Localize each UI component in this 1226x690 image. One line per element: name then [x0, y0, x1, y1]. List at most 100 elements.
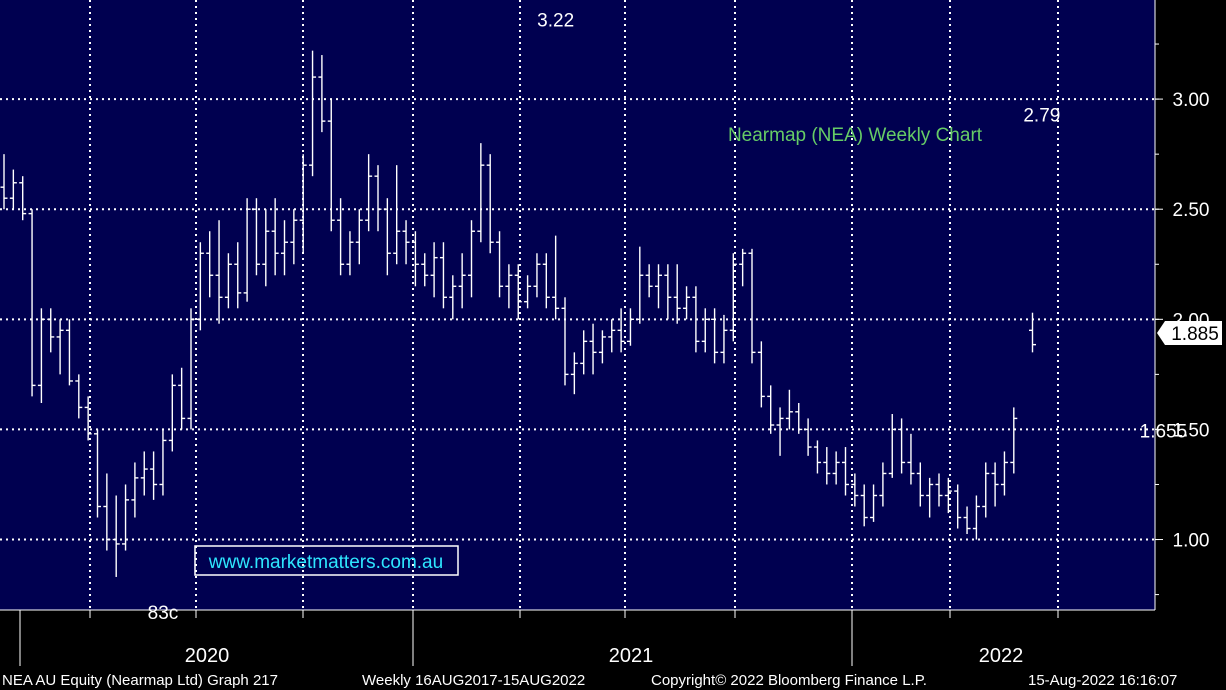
ohlc-bar	[608, 319, 616, 353]
ohlc-bar	[271, 198, 279, 276]
ohlc-bar	[1010, 407, 1018, 474]
ohlc-bar	[47, 308, 55, 353]
ohlc-bar	[411, 231, 419, 287]
ohlc-bar	[626, 308, 634, 346]
ohlc-bar	[505, 264, 513, 309]
ohlc-bar	[439, 242, 447, 309]
ohlc-bar	[262, 209, 270, 287]
ohlc-bar	[907, 433, 915, 485]
ohlc-bar	[234, 242, 242, 309]
ohlc-bar	[318, 55, 326, 133]
price-annotation: 1.655	[1140, 421, 1188, 442]
ohlc-bar	[122, 484, 130, 551]
ohlc-bar	[823, 447, 831, 485]
y-tick-label: 1.00	[1173, 531, 1210, 552]
ohlc-bar	[337, 198, 345, 276]
ohlc-bar	[178, 367, 186, 430]
ohlc-bar	[9, 169, 17, 210]
ohlc-bar	[795, 402, 803, 434]
ohlc-bar	[776, 407, 784, 456]
last-price-tag: 1.885	[1157, 321, 1222, 345]
ohlc-bar	[589, 323, 597, 375]
ohlc-bar	[393, 165, 401, 265]
ohlc-bar	[112, 495, 120, 577]
footer-range: Weekly 16AUG2017-15AUG2022	[362, 672, 586, 689]
ohlc-bar	[748, 248, 756, 364]
ohlc-bar	[813, 440, 821, 474]
ohlc-bar	[496, 231, 504, 298]
ohlc-bar	[898, 418, 906, 474]
ohlc-bar	[533, 253, 541, 298]
ohlc-bar	[355, 209, 363, 265]
chart-title: Nearmap (NEA) Weekly Chart	[728, 125, 983, 146]
y-tick-label: 1.50	[1173, 420, 1210, 441]
ohlc-bar	[804, 418, 812, 456]
ohlc-bar	[729, 253, 737, 342]
ohlc-bar	[252, 198, 260, 276]
ohlc-bar	[991, 462, 999, 507]
ohlc-bar	[168, 374, 176, 452]
ohlc-bar	[281, 220, 288, 276]
ohlc-bar	[28, 209, 36, 397]
ohlc-bar	[926, 477, 934, 518]
ohlc-bar	[215, 220, 223, 324]
ohlc-bar	[879, 462, 887, 507]
ohlc-bar	[103, 473, 111, 551]
ohlc-bar	[365, 154, 373, 232]
x-tick-label: 2022	[979, 645, 1024, 667]
ohlc-bar	[832, 451, 840, 485]
y-axis-ticks: 1.001.502.002.503.00	[1155, 43, 1210, 596]
y-tick-label: 2.50	[1173, 200, 1210, 221]
ohlc-bar	[645, 264, 653, 298]
ohlc-bar	[140, 451, 148, 496]
ohlc-bar	[19, 176, 27, 221]
x-tick-label: 2020	[185, 645, 230, 667]
y-tick-label: 3.00	[1173, 90, 1210, 111]
ohlc-bar	[860, 484, 868, 527]
watermark-box[interactable]: www.marketmatters.com.au	[194, 545, 459, 576]
ohlc-bar	[65, 319, 73, 386]
ohlc-bar	[84, 396, 92, 441]
ohlc-bar	[374, 165, 382, 232]
ohlc-bar	[0, 154, 8, 210]
ohlc-bar	[309, 50, 317, 177]
ohlc-bar	[673, 264, 681, 324]
ohlc-bar	[701, 308, 709, 353]
ohlc-bar	[561, 297, 569, 386]
ohlc-bar	[739, 248, 747, 287]
ohlc-bar	[655, 264, 662, 309]
ohlc-bar	[842, 447, 849, 496]
ohlc-bar	[552, 235, 560, 320]
footer-copyright: Copyright© 2022 Bloomberg Finance L.P.	[651, 672, 927, 689]
ohlc-bar	[290, 209, 298, 265]
ohlc-bar	[1000, 451, 1008, 496]
ohlc-bar	[327, 99, 335, 232]
ohlc-bar	[757, 341, 765, 408]
ohlc-bar	[206, 231, 214, 298]
footer-bar: NEA AU Equity (Nearmap Ltd) Graph 217 We…	[0, 670, 1226, 690]
ohlc-bar	[636, 246, 644, 324]
ohlc-bar	[1029, 312, 1036, 353]
ohlc-bar	[421, 253, 429, 287]
ohlc-bar	[458, 253, 466, 309]
ohlc-bar	[159, 429, 167, 496]
ohlc-bar	[963, 506, 971, 535]
ohlc-bar	[664, 264, 672, 320]
ohlc-bar	[243, 198, 251, 302]
ohlc-bar	[131, 462, 139, 518]
ohlc-bar	[449, 275, 457, 320]
axis-panel-bottom	[0, 610, 1226, 670]
ohlc-bar	[486, 154, 494, 254]
ohlc-bar	[477, 143, 485, 243]
ohlc-bar	[972, 495, 980, 540]
ohlc-bars	[0, 50, 1036, 577]
ohlc-bar	[935, 473, 943, 507]
ohlc-bar	[224, 253, 232, 309]
ohlc-bar	[785, 389, 793, 430]
price-annotation: 3.22	[537, 11, 574, 32]
x-tick-label: 2021	[609, 645, 654, 667]
watermark-link[interactable]: www.marketmatters.com.au	[208, 552, 443, 573]
ohlc-bar	[683, 286, 691, 320]
ohlc-bar	[37, 308, 45, 403]
